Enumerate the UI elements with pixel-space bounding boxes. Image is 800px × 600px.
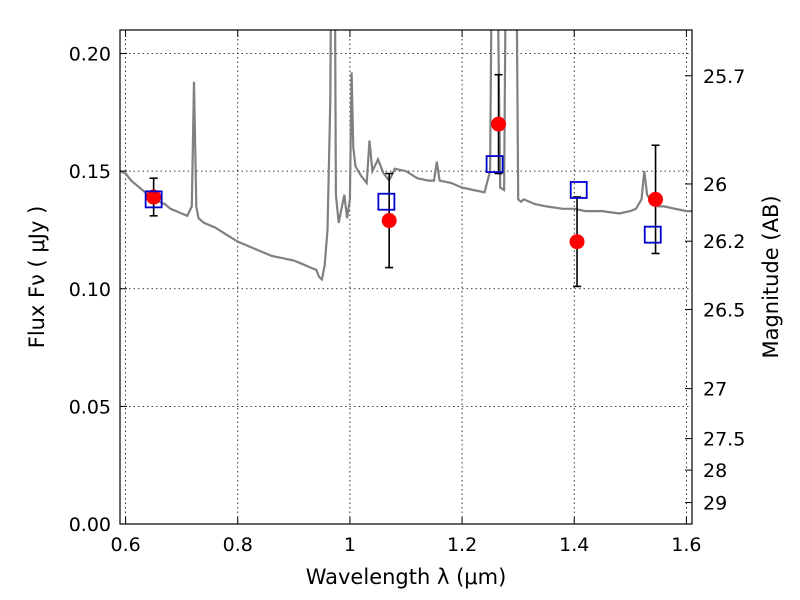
model-point [569,181,588,199]
plot-frame [119,29,693,525]
x-axis-label: Wavelength λ (μm) [306,565,507,589]
right-tick-label: 27 [703,379,727,401]
model-point [144,190,163,209]
x-tick-label: 1 [344,534,356,556]
model-point [377,192,396,211]
x-tick-label: 1.4 [559,534,589,556]
model-points [144,155,662,244]
right-tick-label: 29 [703,493,727,515]
right-tick-label: 28 [703,460,727,482]
observed-point [381,213,397,229]
error-bars [149,73,660,288]
y-tick-label: 0.15 [69,161,111,183]
right-tick-label: 26.2 [703,231,745,253]
y-tick-label: 0.10 [69,279,111,301]
model-point [485,155,504,173]
observed-point [569,234,585,250]
x-tick-label: 0.8 [223,534,253,556]
y-tick-label: 0.20 [69,44,111,66]
x-tick-label: 0.6 [110,534,140,556]
plot-area [120,30,692,288]
y-right-axis-label: Magnitude (AB) [759,195,783,358]
x-tick-label: 1.2 [447,534,477,556]
right-tick-label: 27.5 [703,429,745,451]
ticks [120,30,692,525]
model-point [643,225,662,244]
observed-point [146,189,162,205]
x-tick-label: 1.6 [671,534,701,556]
right-tick-label: 26 [703,174,727,196]
y-tick-label: 0.05 [69,396,111,418]
right-tick-label: 25.7 [703,66,745,88]
tick-labels: 0.6 0.8 1 1.2 1.4 1.6 0.00 0.05 0.10 0.15 0.20 25.7… [69,44,746,556]
observed-point [491,116,507,132]
observed-point [648,191,664,207]
spectrum-line [120,30,692,282]
right-tick-label: 26.5 [703,299,745,321]
observed-points [146,116,664,250]
y-axis-label: Flux Fν ( μJy ) [25,206,49,349]
grid [120,30,692,525]
y-tick-label: 0.00 [69,514,111,536]
